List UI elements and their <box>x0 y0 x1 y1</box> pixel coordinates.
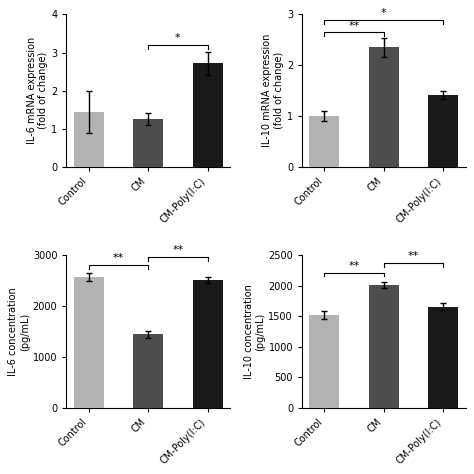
Bar <box>193 63 223 167</box>
Y-axis label: IL-10 mRNA expression
(fold of change): IL-10 mRNA expression (fold of change) <box>263 34 284 147</box>
Bar <box>133 334 163 408</box>
Text: **: ** <box>348 21 360 31</box>
Bar <box>133 119 163 167</box>
Text: **: ** <box>348 261 360 271</box>
Text: **: ** <box>113 253 124 263</box>
Bar <box>310 116 339 167</box>
Bar <box>428 307 458 408</box>
Bar <box>193 280 223 408</box>
Y-axis label: IL-6 concentration
(pg/mL): IL-6 concentration (pg/mL) <box>9 287 30 376</box>
Bar <box>369 47 399 167</box>
Bar <box>369 285 399 408</box>
Text: **: ** <box>408 251 419 261</box>
Bar <box>74 277 103 408</box>
Bar <box>428 95 458 167</box>
Bar <box>74 112 103 167</box>
Y-axis label: IL-6 mRNA expression
(fold of change): IL-6 mRNA expression (fold of change) <box>27 37 48 144</box>
Text: **: ** <box>173 246 183 255</box>
Y-axis label: IL-10 concentration
(pg/mL): IL-10 concentration (pg/mL) <box>244 284 265 379</box>
Text: *: * <box>381 8 387 18</box>
Bar <box>310 315 339 408</box>
Text: *: * <box>175 33 181 44</box>
